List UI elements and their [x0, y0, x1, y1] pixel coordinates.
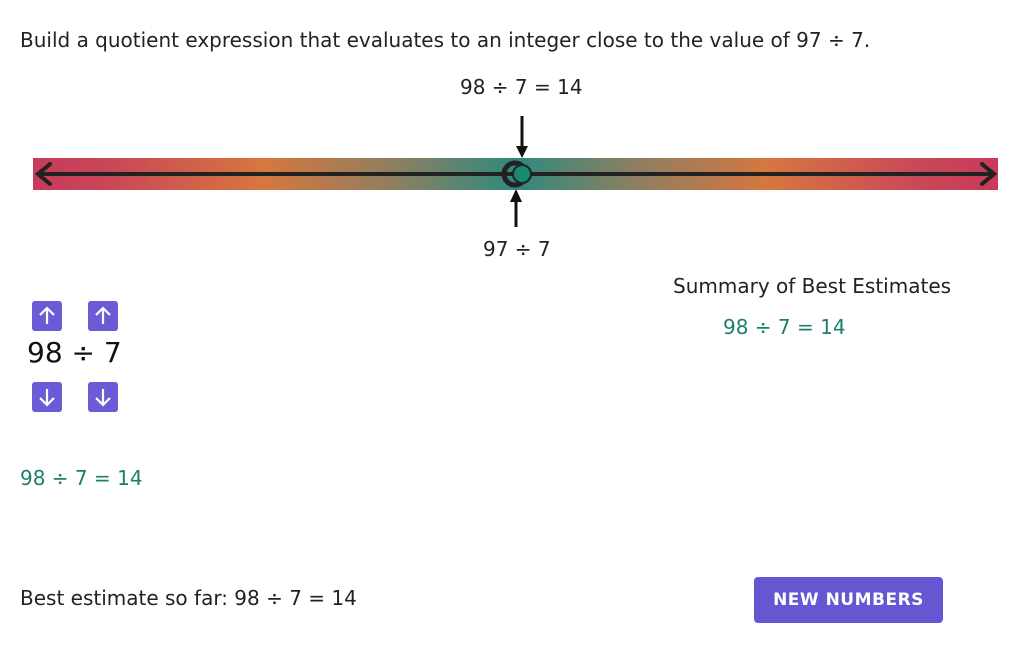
target-label: 97 ÷ 7 — [483, 237, 551, 261]
estimate-point[interactable] — [512, 164, 532, 184]
estimate-label: 98 ÷ 7 = 14 — [460, 75, 583, 99]
dividend-down[interactable] — [32, 382, 62, 412]
down-icon — [95, 389, 111, 407]
target-pointer-head — [510, 189, 522, 202]
number-line — [33, 116, 998, 227]
summary-title: Summary of Best Estimates — [673, 274, 952, 298]
estimate-pointer-head — [516, 146, 528, 158]
new-numbers-button[interactable]: NEW NUMBERS — [754, 577, 943, 623]
down-icon — [39, 389, 55, 407]
dividend-up[interactable] — [32, 301, 62, 331]
prompt: Build a quotient expression that evaluat… — [20, 28, 871, 52]
best-estimate: Best estimate so far: 98 ÷ 7 = 14 — [20, 586, 357, 610]
result: 98 ÷ 7 = 14 — [20, 466, 143, 490]
up-icon — [39, 306, 55, 324]
arrow-right — [980, 162, 998, 186]
divisor-down[interactable] — [88, 382, 118, 412]
summary-item: 98 ÷ 7 = 14 — [723, 315, 846, 339]
divisor-up[interactable] — [88, 301, 118, 331]
arrow-left — [34, 162, 52, 186]
expression: 98 ÷ 7 — [27, 336, 122, 369]
up-icon — [95, 306, 111, 324]
summary-list: 98 ÷ 7 = 14 — [723, 315, 846, 339]
